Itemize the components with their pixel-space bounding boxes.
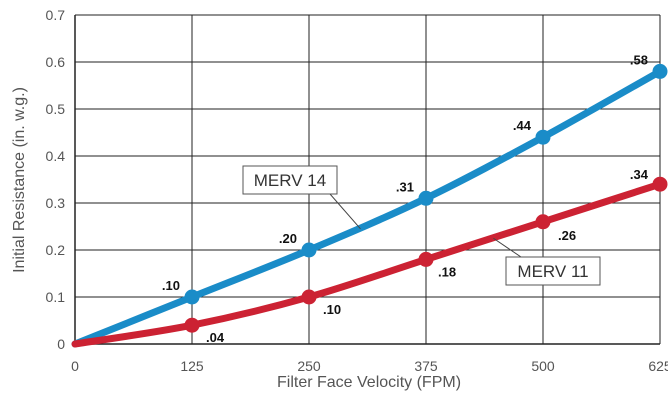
- merv-11-point: [535, 214, 551, 230]
- merv-11-point: [301, 289, 317, 305]
- merv-11-callout-box: [505, 256, 601, 286]
- merv-11-data-label: .04: [206, 330, 225, 345]
- merv-14-leader-line: [329, 193, 361, 230]
- merv-14-point: [184, 289, 200, 305]
- merv-14-point: [418, 190, 434, 206]
- merv-11-point: [184, 317, 200, 333]
- merv-11-data-label: .10: [323, 302, 341, 317]
- y-tick-label: 0.4: [46, 148, 66, 164]
- x-axis-title: Filter Face Velocity (FPM): [277, 374, 461, 391]
- y-axis-title: Initial Resistance (in. w.g.): [11, 87, 28, 273]
- merv-11-point: [418, 251, 434, 267]
- x-tick-label: 0: [71, 358, 79, 374]
- y-tick-label: 0.1: [46, 289, 66, 305]
- merv-11-data-label: .26: [558, 228, 576, 243]
- x-tick-label: 500: [531, 358, 555, 374]
- merv-14-callout-box: [242, 165, 338, 195]
- callouts: MERV 14 MERV 11: [242, 165, 601, 286]
- merv-11-callout-label: MERV 11: [517, 262, 588, 281]
- grid: [75, 14, 661, 344]
- merv-11-data-label: .18: [438, 264, 456, 279]
- y-tick-label: 0.5: [46, 101, 66, 117]
- merv-11-data-label: .34: [630, 167, 649, 182]
- axes: [74, 15, 660, 345]
- y-tick-labels: 0 0.1 0.2 0.3 0.4 0.5 0.6 0.7: [46, 7, 66, 352]
- merv-14-data-label: .58: [630, 52, 648, 67]
- series: [71, 63, 668, 348]
- merv-14-point: [535, 129, 551, 145]
- y-tick-label: 0.3: [46, 195, 66, 211]
- y-tick-label: 0.7: [46, 7, 66, 23]
- merv-14-callout-label: MERV 14: [254, 171, 326, 190]
- x-tick-label: 375: [414, 358, 438, 374]
- merv-14-line: [71, 67, 664, 348]
- y-tick-label: 0.6: [46, 54, 66, 70]
- merv-14-point: [652, 63, 668, 79]
- merv-11-point: [652, 176, 668, 192]
- data-labels: .10 .20 .31 .44 .58 .04 .10 .18 .26 .34: [162, 52, 649, 345]
- merv-14-point: [301, 242, 317, 258]
- x-tick-labels: 0 125 250 375 500 625: [71, 358, 668, 374]
- y-tick-label: 0.2: [46, 242, 66, 258]
- merv-14-data-label: .44: [513, 118, 532, 133]
- merv-14-data-label: .31: [396, 179, 414, 194]
- merv-14-data-label: .20: [279, 231, 297, 246]
- merv-11-line: [71, 180, 664, 348]
- x-tick-label: 250: [297, 358, 321, 374]
- x-tick-label: 125: [180, 358, 204, 374]
- y-tick-label: 0: [57, 336, 65, 352]
- x-tick-label: 625: [648, 358, 668, 374]
- merv-11-leader-line: [493, 237, 522, 258]
- merv-14-data-label: .10: [162, 278, 180, 293]
